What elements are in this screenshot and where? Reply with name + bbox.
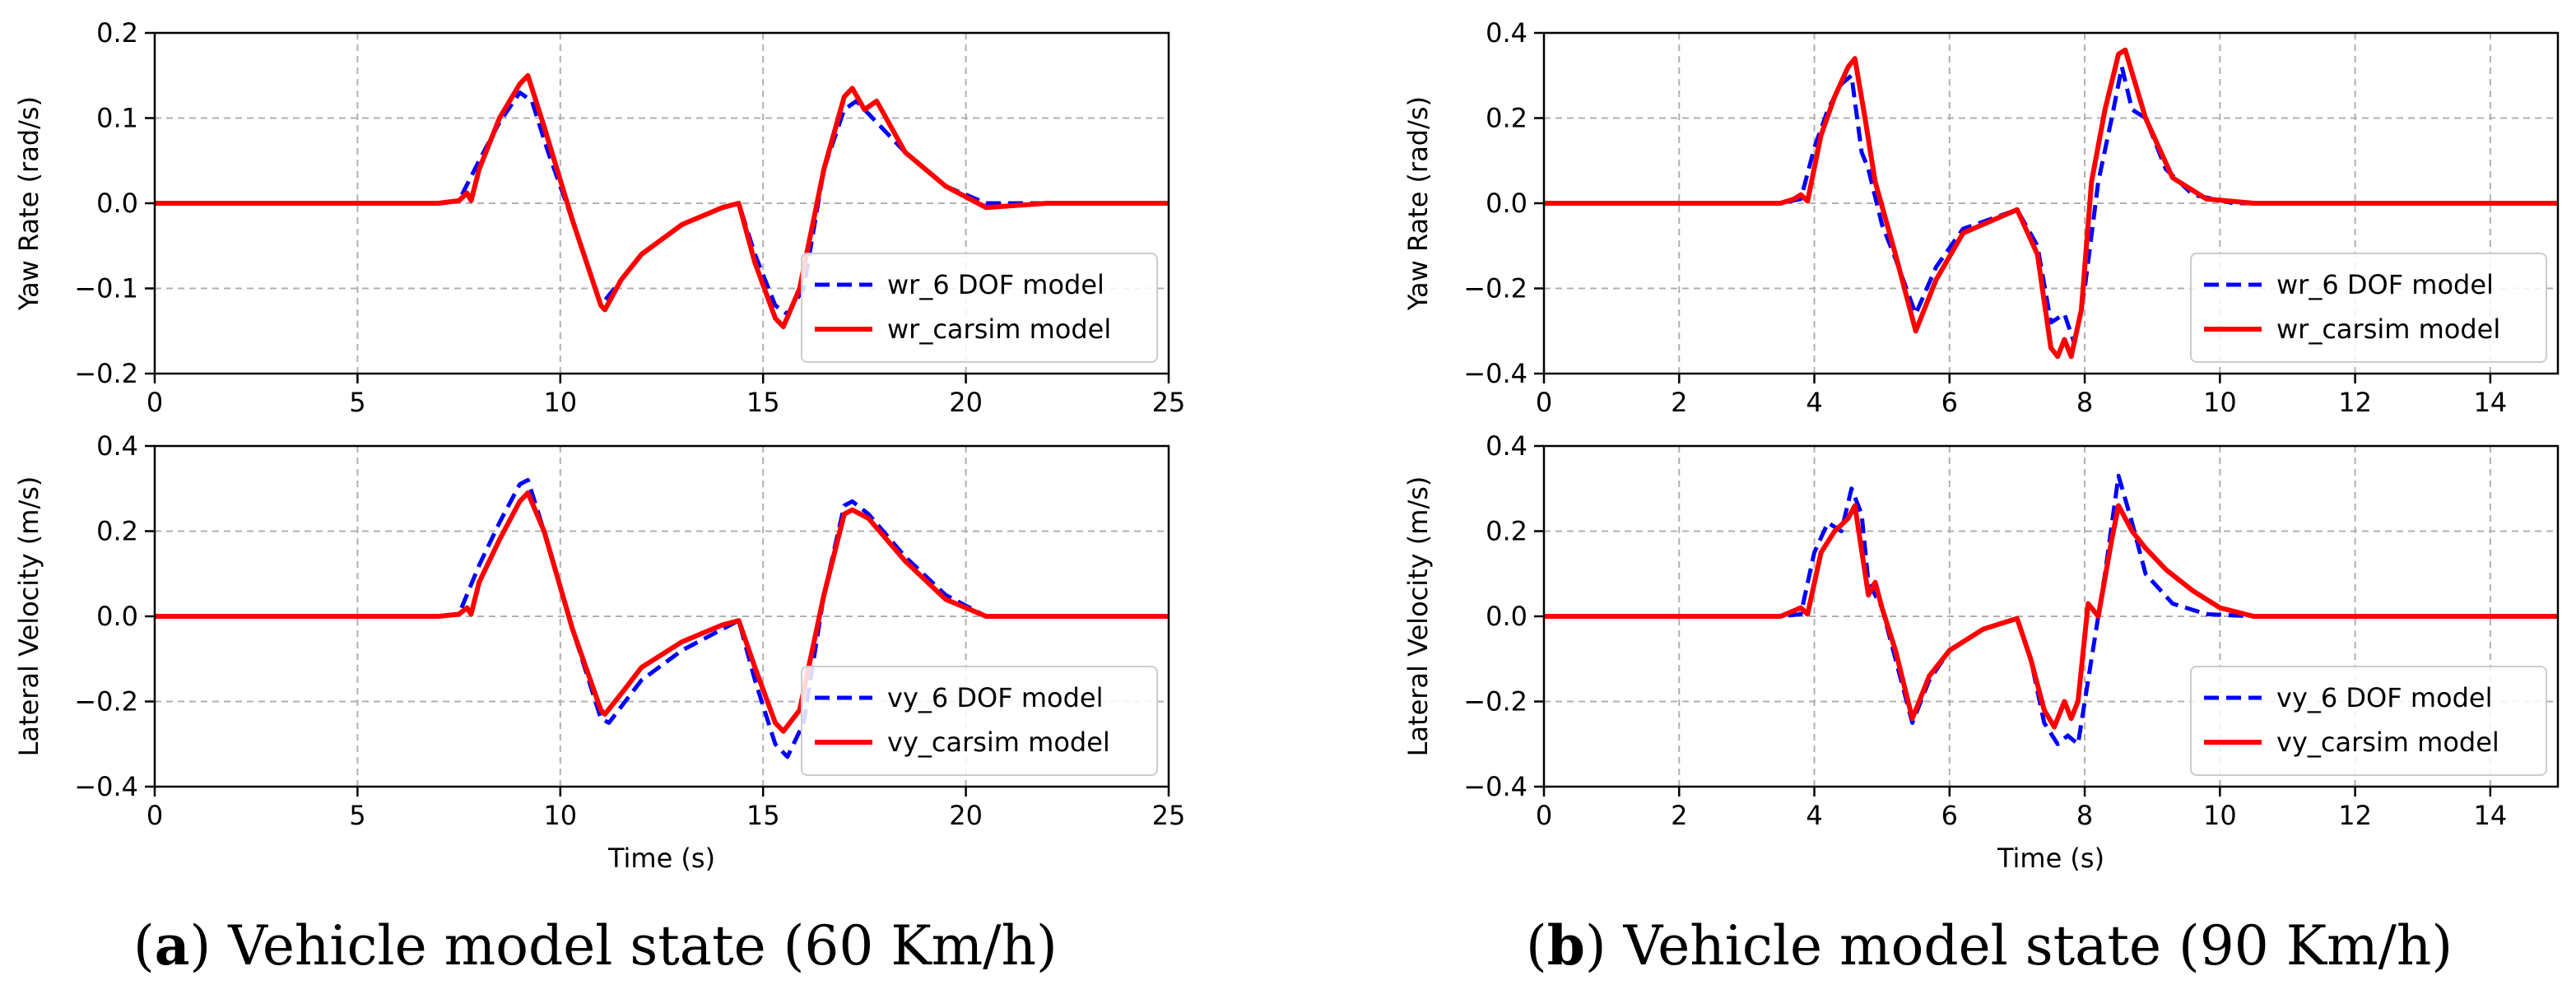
series-line-carsim [155, 490, 1169, 734]
y-axis-label: Yaw Rate (rad/s) [13, 96, 44, 311]
x-tick-label: 4 [1806, 387, 1822, 418]
y-axis-label: Lateral Velocity (m/s) [1402, 476, 1434, 757]
x-tick-label: 6 [1941, 387, 1958, 418]
caption-a-text: Vehicle model state (60 Km/h) [228, 914, 1058, 978]
y-tick-label: −0.4 [1463, 358, 1527, 389]
x-tick-label: 0 [1536, 387, 1552, 418]
x-tick-label: 8 [2076, 800, 2093, 831]
x-tick-label: 10 [2203, 387, 2237, 418]
x-tick-label: 20 [949, 800, 983, 831]
y-axis-label: Yaw Rate (rad/s) [1402, 96, 1434, 311]
series-line-carsim [155, 72, 1169, 330]
series-line-carsim [1544, 503, 2558, 730]
x-tick-label: 25 [1152, 800, 1186, 831]
y-tick-label: 0.2 [96, 516, 138, 547]
legend-box [2190, 666, 2547, 776]
legend-label-6dof: wr_6 DOF model [887, 269, 1104, 300]
legend: vy_6 DOF model vy_carsim model [801, 666, 1158, 776]
x-tick-label: 8 [2076, 387, 2093, 418]
series-group [155, 72, 1169, 330]
y-tick-label: 0.4 [1486, 430, 1527, 462]
legend-box [801, 253, 1158, 363]
legend-box [801, 666, 1158, 776]
legend-label-6dof: wr_6 DOF model [2276, 269, 2494, 300]
x-axis-label: Time (s) [607, 843, 715, 874]
series-group [1544, 473, 2558, 746]
x-tick-label: 15 [746, 387, 780, 418]
y-tick-label: 0.1 [96, 103, 138, 134]
x-tick-label: 5 [349, 800, 365, 831]
x-axis-label: Time (s) [1997, 843, 2104, 874]
legend-label-carsim: wr_carsim model [887, 314, 1111, 345]
x-tick-label: 14 [2474, 800, 2508, 831]
x-tick-label: 12 [2338, 800, 2372, 831]
chart-a-bottom: 0 5 10 15 20 25 −0.4 −0.2 0.0 0.2 0.4 Time (s) Later… [13, 430, 1185, 874]
x-tick-label: 20 [949, 387, 983, 418]
x-tick-label: 10 [543, 387, 577, 418]
y-tick-label: 0.2 [1486, 103, 1527, 134]
y-tick-label: 0.4 [96, 430, 138, 462]
series-group [1544, 47, 2558, 360]
caption-b-text: Vehicle model state (90 Km/h) [1623, 914, 2453, 978]
series-group [155, 477, 1169, 759]
y-tick-label: −0.4 [1463, 771, 1527, 802]
caption-a-letter: a [154, 913, 190, 978]
y-axis-label: Lateral Velocity (m/s) [13, 476, 44, 757]
x-tick-label: 0 [146, 800, 163, 831]
y-tick-label: 0.0 [1486, 601, 1527, 632]
legend-label-carsim: vy_carsim model [2276, 727, 2499, 758]
x-tick-label: 25 [1152, 387, 1186, 418]
legend-label-6dof: vy_6 DOF model [887, 682, 1103, 713]
y-tick-label: 0.4 [1486, 17, 1527, 49]
chart-b-top: 0 2 4 6 8 10 12 14 −0.4 −0.2 0.0 0.2 0.4 Yaw Rate (ra… [1402, 17, 2560, 418]
x-tick-label: 10 [543, 800, 577, 831]
y-tick-label: 0.2 [1486, 516, 1527, 547]
series-line-carsim [1544, 47, 2558, 360]
y-tick-label: −0.1 [74, 273, 138, 304]
y-tick-label: −0.4 [74, 771, 138, 802]
legend-label-carsim: wr_carsim model [2276, 314, 2500, 345]
x-tick-label: 15 [746, 800, 780, 831]
chart-a-top: 0 5 10 15 20 25 −0.2 −0.1 0.0 0.1 0.2 Yaw Rate (rad… [13, 17, 1185, 418]
y-tick-label: −0.2 [1463, 686, 1527, 718]
x-tick-label: 14 [2474, 387, 2508, 418]
x-tick-label: 12 [2338, 387, 2372, 418]
caption-b-letter: b [1546, 913, 1585, 978]
caption-b: (b) Vehicle model state (90 Km/h) [1526, 913, 2453, 978]
legend: vy_6 DOF model vy_carsim model [2190, 666, 2547, 776]
chart-b-bottom: 0 2 4 6 8 10 12 14 −0.4 −0.2 0.0 0.2 0.4 Time (s) Late… [1402, 430, 2560, 874]
x-tick-label: 0 [146, 387, 163, 418]
x-tick-label: 2 [1671, 387, 1687, 418]
x-tick-label: 10 [2203, 800, 2237, 831]
y-tick-label: 0.2 [96, 17, 138, 49]
y-tick-label: −0.2 [1463, 273, 1527, 304]
legend: wr_6 DOF model wr_carsim model [801, 253, 1158, 363]
series-line-6dof [155, 477, 1169, 759]
y-tick-label: 0.0 [96, 188, 138, 219]
x-tick-label: 2 [1671, 800, 1687, 831]
legend-box [2190, 253, 2547, 363]
x-tick-label: 4 [1806, 800, 1822, 831]
y-tick-label: 0.0 [1486, 188, 1527, 219]
x-tick-label: 5 [349, 387, 365, 418]
caption-a: (a) Vehicle model state (60 Km/h) [133, 913, 1058, 978]
x-tick-label: 0 [1536, 800, 1552, 831]
legend-label-carsim: vy_carsim model [887, 727, 1110, 758]
y-tick-label: −0.2 [74, 358, 138, 389]
legend-label-6dof: vy_6 DOF model [2276, 682, 2492, 713]
y-tick-label: 0.0 [96, 601, 138, 632]
legend: wr_6 DOF model wr_carsim model [2190, 253, 2547, 363]
y-tick-label: −0.2 [74, 686, 138, 718]
x-tick-label: 6 [1941, 800, 1958, 831]
